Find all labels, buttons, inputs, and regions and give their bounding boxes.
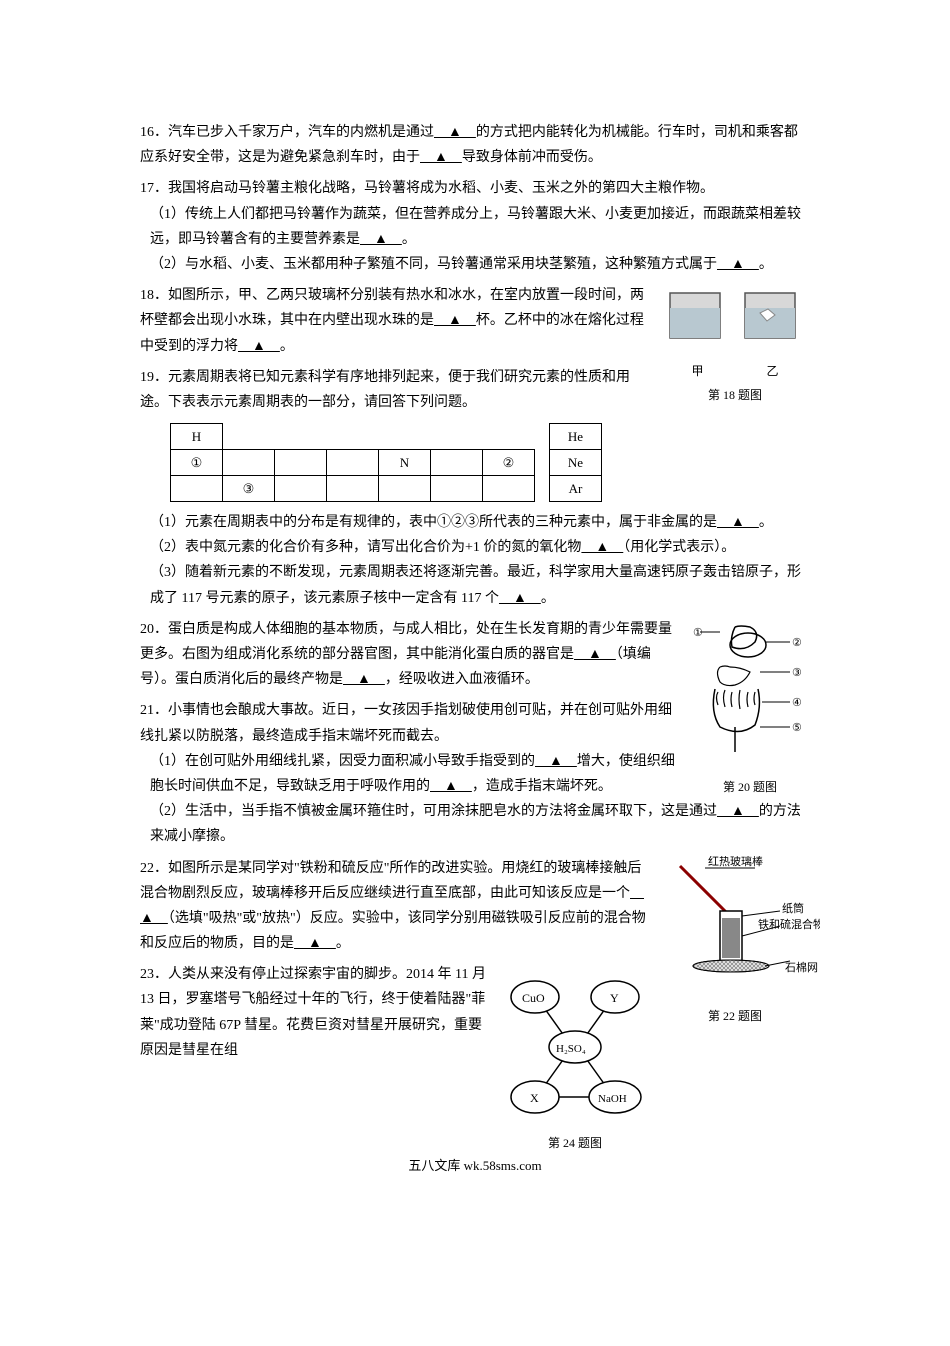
q19-sub2: （2）表中氮元素的化合价有多种，请写出化合价为+1 价的氮的氧化物 ▲ （用化学…	[140, 535, 810, 560]
q18-text-c: 。	[280, 339, 294, 354]
q19-sub3: （3）随着新元素的不断发现，元素周期表还将逐渐完善。最近，科学家用大量高速钙原子…	[140, 560, 810, 610]
q19-sub2-a: （2）表中氮元素的化合价有多种，请写出化合价为+1 价的氮的氧化物	[150, 540, 581, 555]
question-20: 20．蛋白质是构成人体细胞的基本物质，与成人相比，处在生长发育期的青少年需要量更…	[140, 617, 810, 693]
q17-sub2-a: （2）与水稻、小麦、玉米都用种子繁殖不同，马铃薯通常采用块茎繁殖，这种繁殖方式属…	[150, 257, 717, 272]
q16-text-c: 导致身体前冲而受伤。	[462, 150, 602, 165]
pt-cell: He	[550, 424, 602, 450]
blank: ▲	[343, 672, 385, 687]
q21-sub2: （2）生活中，当手指不慎被金属环箍住时，可用涂抹肥皂水的方法将金属环取下，这是通…	[140, 799, 810, 849]
blank: ▲	[238, 339, 280, 354]
pt-cell	[431, 476, 483, 502]
pt-cell: N	[379, 450, 431, 476]
svg-text:NaOH: NaOH	[598, 1093, 627, 1105]
blank: ▲	[420, 150, 462, 165]
pt-cell	[379, 476, 431, 502]
q19-sub1: （1）元素在周期表中的分布是有规律的，表中①②③所代表的三种元素中，属于非金属的…	[140, 510, 810, 535]
pt-cell	[275, 476, 327, 502]
blank: ▲	[717, 515, 759, 530]
blank: ▲	[434, 313, 476, 328]
blank: ▲	[717, 804, 759, 819]
q19-sub3-a: （3）随着新元素的不断发现，元素周期表还将逐渐完善。最近，科学家用大量高速钙原子…	[150, 565, 801, 605]
q19-intro: 19．元素周期表将已知元素科学有序地排列起来，便于我们研究元素的性质和用途。下表…	[140, 365, 810, 415]
question-19: 19．元素周期表将已知元素科学有序地排列起来，便于我们研究元素的性质和用途。下表…	[140, 365, 810, 611]
pt-cell: ②	[483, 450, 535, 476]
q22-text-b: （选填"吸热"或"放热"）反应。实验中，该同学分别用磁铁吸引反应前的混合物和反应…	[140, 911, 646, 951]
pt-cell	[431, 450, 483, 476]
q17-sub1-b: 。	[402, 232, 416, 247]
q21-sub1-a: （1）在创可贴外用细线扎紧，因受力面积减小导致手指受到的	[150, 754, 535, 769]
q21-sub1: （1）在创可贴外用细线扎紧，因受力面积减小导致手指受到的 ▲ 增大，使组织细胞长…	[140, 749, 810, 799]
q17-sub2-b: 。	[759, 257, 773, 272]
q17-sub2: （2）与水稻、小麦、玉米都用种子繁殖不同，马铃薯通常采用块茎繁殖，这种繁殖方式属…	[140, 252, 810, 277]
question-17: 17．我国将启动马铃薯主粮化战略，马铃薯将成为水稻、小麦、玉米之外的第四大主粮作…	[140, 176, 810, 277]
pt-cell: Ar	[550, 476, 602, 502]
q19-sub1-a: （1）元素在周期表中的分布是有规律的，表中①②③所代表的三种元素中，属于非金属的…	[150, 515, 717, 530]
question-22: 22．如图所示是某同学对"铁粉和硫反应"所作的改进实验。用烧红的玻璃棒接触后混合…	[140, 856, 810, 957]
q17-sub1-a: （1）传统上人们都把马铃薯作为蔬菜，但在营养成分上，马铃薯跟大米、小麦更加接近，…	[150, 207, 801, 247]
svg-text:X: X	[530, 1091, 539, 1105]
blank: ▲	[717, 257, 759, 272]
pt-cell	[223, 450, 275, 476]
periodic-table: H He ① N ② Ne ③ Ar	[170, 423, 602, 502]
blank: ▲	[535, 754, 577, 769]
pt-cell	[275, 450, 327, 476]
blank: ▲	[574, 647, 616, 662]
q16-text-a: 16．汽车已步入千家万户，汽车的内燃机是通过	[140, 125, 434, 140]
blank: ▲	[294, 936, 336, 951]
blank: ▲	[430, 779, 472, 794]
pt-cell	[171, 476, 223, 502]
pt-cell: H	[171, 424, 223, 450]
q19-sub3-b: 。	[541, 591, 555, 606]
question-21: 21．小事情也会酿成大事故。近日，一女孩因手指划破使用创可贴，并在创可贴外用细线…	[140, 698, 810, 849]
page-footer: 五八文库 wk.58sms.com	[140, 1154, 810, 1177]
pt-cell: ①	[171, 450, 223, 476]
q17-intro: 17．我国将启动马铃薯主粮化战略，马铃薯将成为水稻、小麦、玉米之外的第四大主粮作…	[140, 176, 810, 201]
q19-sub1-b: 。	[759, 515, 773, 530]
pt-cell	[327, 450, 379, 476]
blank: ▲	[434, 125, 476, 140]
q21-sub2-a: （2）生活中，当手指不慎被金属环箍住时，可用涂抹肥皂水的方法将金属环取下，这是通…	[150, 804, 717, 819]
blank: ▲	[581, 540, 623, 555]
question-18: 18．如图所示，甲、乙两只玻璃杯分别装有热水和冰水，在室内放置一段时间，两杯壁都…	[140, 283, 810, 359]
q19-sub2-b: （用化学式表示）。	[623, 540, 735, 555]
q21-intro: 21．小事情也会酿成大事故。近日，一女孩因手指划破使用创可贴，并在创可贴外用细线…	[140, 698, 810, 748]
pt-cell: ③	[223, 476, 275, 502]
pt-cell	[483, 476, 535, 502]
q21-sub1-c: ，造成手指末端坏死。	[472, 779, 612, 794]
blank: ▲	[499, 591, 541, 606]
pt-cell	[327, 476, 379, 502]
q22-text-c: 。	[336, 936, 350, 951]
q22-text-a: 22．如图所示是某同学对"铁粉和硫反应"所作的改进实验。用烧红的玻璃棒接触后混合…	[140, 861, 641, 901]
q23-text-a: 23．人类从来没有停止过探索宇宙的脚步。2014 年 11 月 13 日，罗塞塔…	[140, 967, 486, 1058]
q17-sub1: （1）传统上人们都把马铃薯作为蔬菜，但在营养成分上，马铃薯跟大米、小麦更加接近，…	[140, 202, 810, 252]
question-23: 23．人类从来没有停止过探索宇宙的脚步。2014 年 11 月 13 日，罗塞塔…	[140, 962, 810, 1063]
pt-cell: Ne	[550, 450, 602, 476]
question-16: 16．汽车已步入千家万户，汽车的内燃机是通过 ▲ 的方式把内能转化为机械能。行车…	[140, 120, 810, 170]
q20-text-c: ，经吸收进入血液循环。	[385, 672, 539, 687]
blank: ▲	[360, 232, 402, 247]
q24-caption: 第 24 题图	[500, 1133, 650, 1155]
